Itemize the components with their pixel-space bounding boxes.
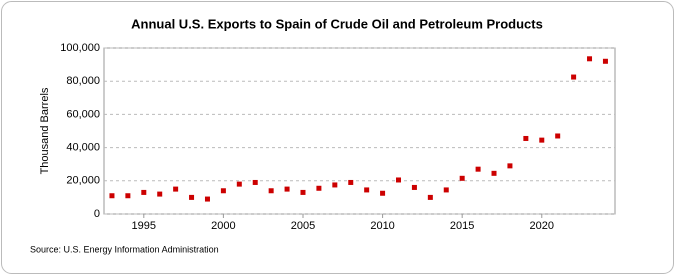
- y-tick-label: 40,000: [66, 142, 100, 154]
- point: [141, 189, 147, 195]
- point: [173, 186, 179, 192]
- point: [125, 193, 131, 199]
- y-axis-label: Thousand Barrels: [39, 87, 51, 174]
- point: [157, 191, 163, 197]
- point: [316, 185, 322, 191]
- y-tick-label: 20,000: [66, 175, 100, 187]
- plot-area: [103, 47, 616, 215]
- point: [459, 175, 465, 181]
- point: [555, 133, 561, 139]
- y-tick-label: 100,000: [60, 42, 100, 54]
- chart-title: Annual U.S. Exports to Spain of Crude Oi…: [131, 16, 543, 31]
- point: [539, 137, 545, 143]
- x-tick-label: 1995: [132, 220, 156, 232]
- point: [443, 187, 449, 193]
- point: [396, 177, 402, 183]
- x-tick-label: 2005: [291, 220, 315, 232]
- point: [364, 187, 370, 193]
- point: [587, 56, 593, 62]
- x-tick-label: 2020: [530, 220, 554, 232]
- point: [427, 194, 433, 200]
- y-tick-label: 60,000: [66, 108, 100, 120]
- point: [109, 193, 115, 199]
- point: [523, 135, 529, 141]
- point: [571, 74, 577, 80]
- point: [252, 179, 258, 185]
- point: [348, 179, 354, 185]
- point: [204, 196, 210, 202]
- source: Source: U.S. Energy Information Administ…: [30, 244, 219, 254]
- point: [220, 188, 226, 194]
- y-tick-label: 0: [94, 208, 100, 220]
- point: [268, 188, 274, 194]
- x-tick-label: 2015: [450, 220, 474, 232]
- x-tick-label: 2010: [370, 220, 394, 232]
- point: [189, 194, 195, 200]
- y-tick-label: 80,000: [66, 75, 100, 87]
- point: [475, 166, 481, 172]
- point: [300, 189, 306, 195]
- point: [332, 182, 338, 188]
- point: [411, 184, 417, 190]
- point: [236, 181, 242, 187]
- point: [284, 186, 290, 192]
- x-tick-label: 2000: [211, 220, 235, 232]
- point: [491, 170, 497, 176]
- point: [380, 190, 386, 196]
- point: [602, 58, 608, 64]
- point: [507, 163, 513, 169]
